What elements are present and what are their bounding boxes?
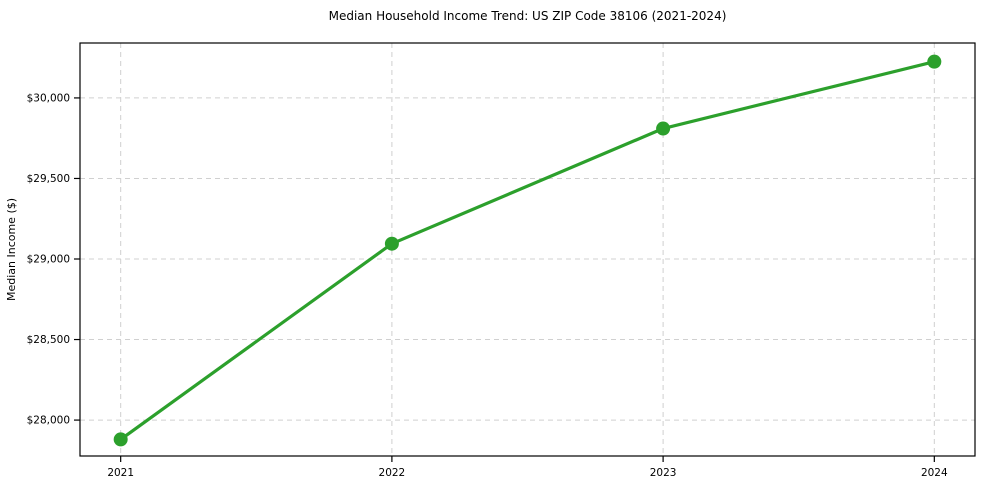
y-axis-label: Median Income ($) xyxy=(5,198,18,301)
data-point-2022 xyxy=(384,236,399,251)
series-line-median-household-income xyxy=(119,60,936,442)
x-tick-label: 2023 xyxy=(650,467,677,479)
y-tick-label: $29,000 xyxy=(27,254,70,266)
y-tick-label: $28,000 xyxy=(27,415,70,427)
x-tick-label: 2022 xyxy=(379,467,406,479)
chart-title: Median Household Income Trend: US ZIP Co… xyxy=(328,9,727,23)
data-point-2024 xyxy=(927,54,942,69)
data-point-2021 xyxy=(113,432,128,447)
y-tick-label: $28,500 xyxy=(27,334,70,346)
y-tick-label: $29,500 xyxy=(27,173,70,185)
data-point-2023 xyxy=(656,121,671,136)
x-tick-label: 2024 xyxy=(921,467,948,479)
x-tick-label: 2021 xyxy=(107,467,134,479)
plot-border xyxy=(79,42,976,457)
plot-area xyxy=(80,43,975,456)
y-tick-label: $30,000 xyxy=(27,92,70,104)
